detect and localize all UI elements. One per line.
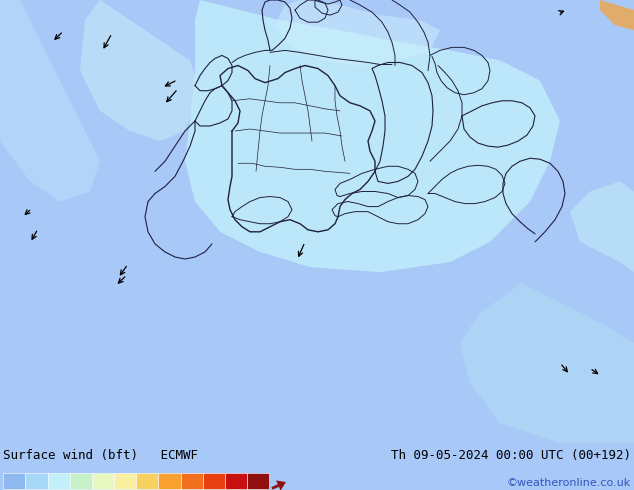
Bar [114, 473, 136, 489]
Bar [25, 473, 48, 489]
Bar [181, 473, 203, 489]
Bar [92, 473, 114, 489]
Bar [203, 473, 225, 489]
Bar [3, 473, 25, 489]
Text: ©weatheronline.co.uk: ©weatheronline.co.uk [507, 478, 631, 489]
Text: Surface wind (bft)   ECMWF: Surface wind (bft) ECMWF [3, 449, 198, 462]
Polygon shape [275, 0, 440, 66]
Polygon shape [80, 0, 200, 141]
Bar [158, 473, 181, 489]
Bar [70, 473, 92, 489]
Polygon shape [460, 282, 634, 443]
Bar [48, 473, 70, 489]
Polygon shape [570, 181, 634, 272]
Polygon shape [185, 0, 560, 272]
Polygon shape [600, 0, 634, 30]
Polygon shape [0, 0, 100, 201]
Text: Th 09-05-2024 00:00 UTC (00+192): Th 09-05-2024 00:00 UTC (00+192) [391, 449, 631, 462]
Bar [136, 473, 158, 489]
Bar [247, 473, 269, 489]
Bar [225, 473, 247, 489]
